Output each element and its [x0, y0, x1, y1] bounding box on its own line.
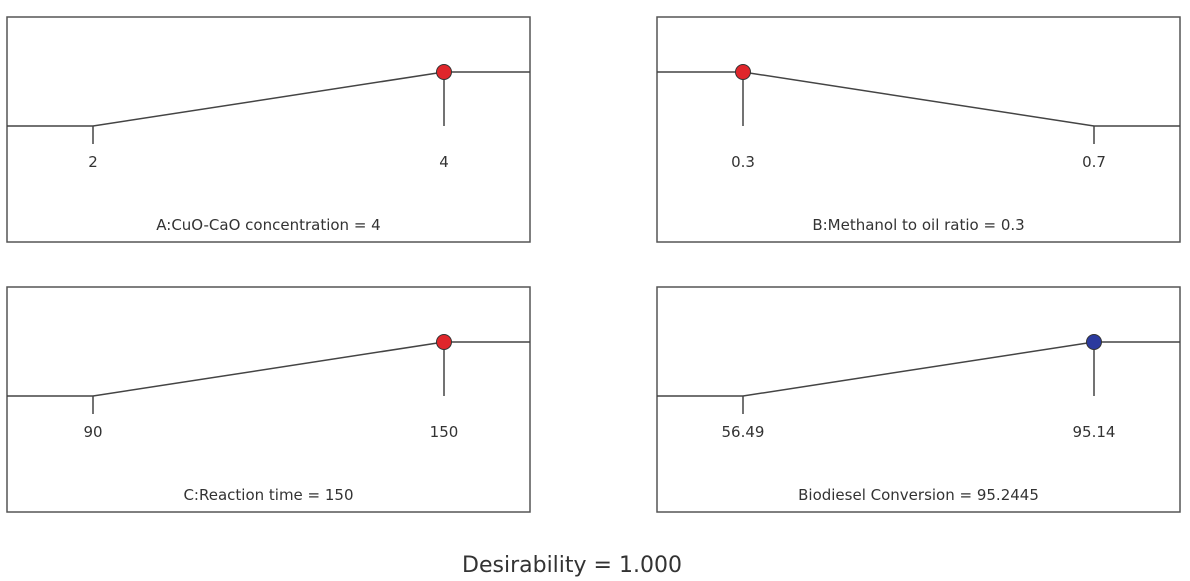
panel-frame	[6, 16, 531, 243]
panel-title: A:CuO-CaO concentration = 4	[156, 216, 380, 234]
panel-1: 2 4 A:CuO-CaO concentration = 4	[6, 16, 531, 243]
current-value-marker	[436, 334, 452, 350]
desirability-ramp	[657, 341, 1180, 397]
tick-label: 150	[430, 423, 459, 441]
desirability-ramp	[7, 341, 530, 397]
tick-label: 2	[88, 153, 98, 171]
panel-3: 90 150 C:Reaction time = 150	[6, 286, 531, 513]
tick-label: 95.14	[1073, 423, 1116, 441]
panel-frame	[6, 286, 531, 513]
tick-label: 90	[83, 423, 102, 441]
panel-4: 56.49 95.14 Biodiesel Conversion = 95.2445	[656, 286, 1181, 513]
current-value-marker	[436, 64, 452, 80]
desirability-label: Desirability = 1.000	[462, 553, 682, 578]
current-value-marker	[1086, 334, 1102, 350]
panel-frame	[656, 16, 1181, 243]
tick-label: 4	[439, 153, 449, 171]
tick-label: 56.49	[722, 423, 765, 441]
current-value-marker	[735, 64, 751, 80]
panel-title: C:Reaction time = 150	[183, 486, 353, 504]
tick-label: 0.7	[1082, 153, 1106, 171]
panel-title: Biodiesel Conversion = 95.2445	[798, 486, 1039, 504]
tick-label: 0.3	[731, 153, 755, 171]
panel-title: B:Methanol to oil ratio = 0.3	[812, 216, 1024, 234]
panel-frame	[656, 286, 1181, 513]
panel-2: 0.3 0.7 B:Methanol to oil ratio = 0.3	[656, 16, 1181, 243]
desirability-ramp	[657, 71, 1180, 127]
desirability-ramp	[7, 71, 530, 127]
